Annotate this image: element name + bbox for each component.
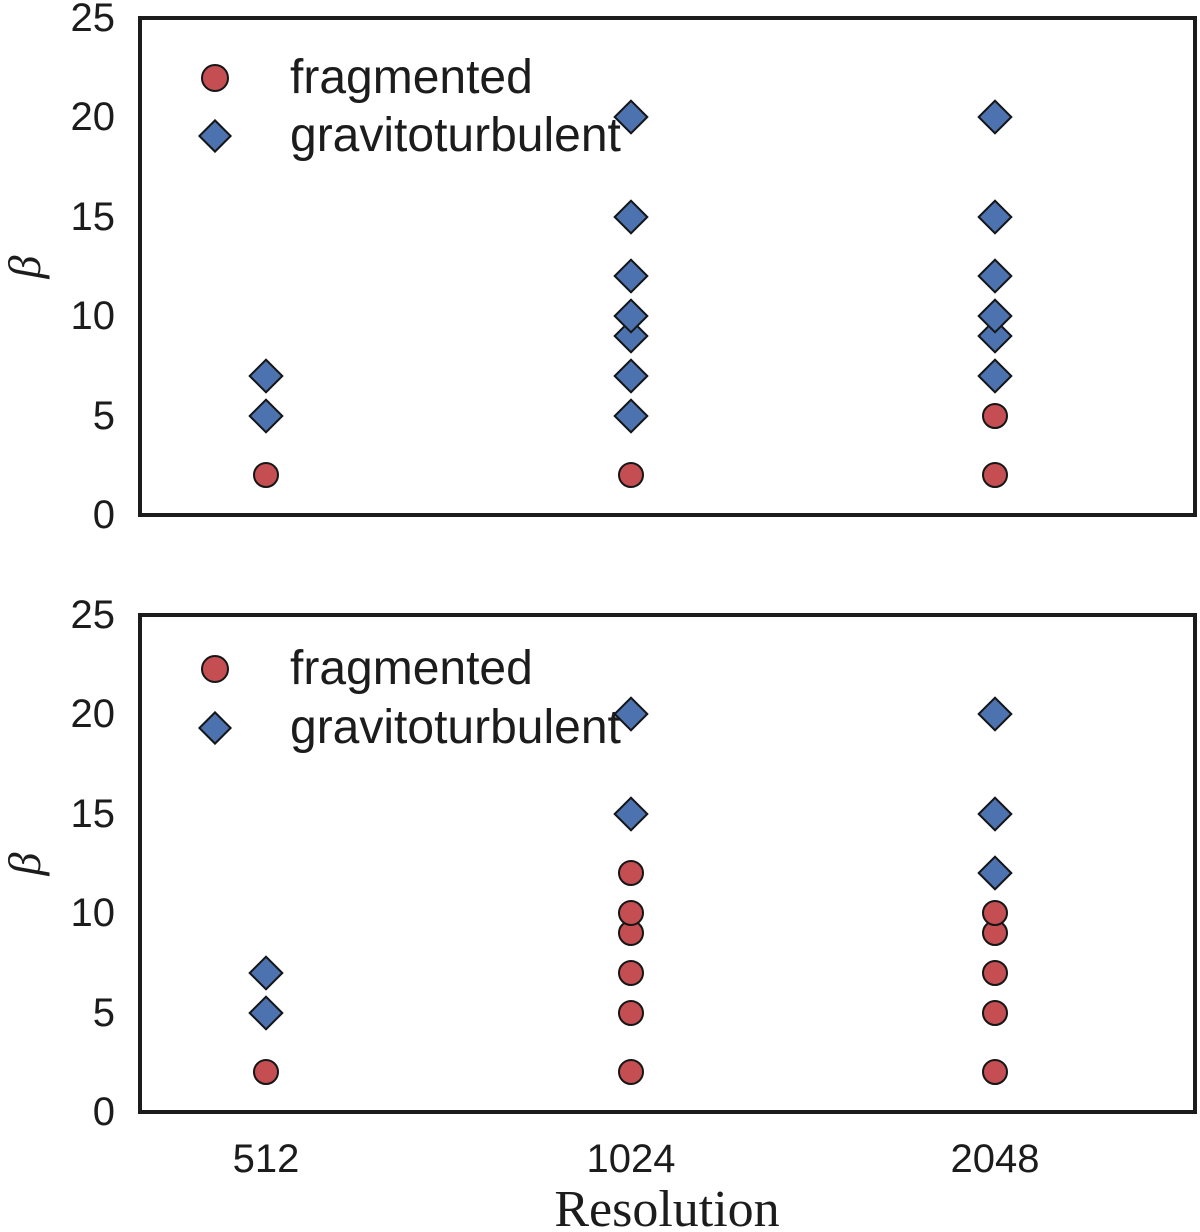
data-point-fragmented: [982, 999, 1008, 1026]
y-tick-label: 10: [70, 891, 116, 936]
plot-frame: [138, 16, 1197, 517]
legend-label: gravitoturbulent: [290, 109, 621, 162]
y-tick-label: 25: [70, 593, 116, 637]
y-tick-label: 0: [92, 493, 115, 537]
legend-label: fragmented: [290, 642, 533, 695]
data-point-fragmented: [253, 1059, 279, 1086]
data-point-fragmented: [618, 1059, 644, 1086]
data-point-fragmented: [982, 462, 1008, 489]
data-point-fragmented: [618, 959, 644, 986]
y-tick-label: 5: [92, 990, 115, 1035]
data-point-fragmented: [982, 402, 1008, 429]
plot-frame: [138, 613, 1197, 1114]
y-tick-label: 25: [70, 0, 116, 40]
data-point-fragmented: [982, 900, 1008, 927]
legend-marker-circle-icon: [201, 64, 229, 92]
data-point-fragmented: [982, 1059, 1008, 1086]
y-tick-label: 20: [70, 95, 116, 140]
y-tick-label: 20: [70, 692, 116, 737]
y-tick-label: 15: [70, 791, 116, 836]
x-axis-label: Resolution: [554, 1181, 780, 1232]
data-point-fragmented: [618, 999, 644, 1026]
y-axis-label: β: [0, 255, 50, 278]
legend-label: gravitoturbulent: [290, 701, 621, 754]
x-tick-label: 2048: [950, 1137, 1040, 1181]
x-tick-label: 512: [232, 1137, 300, 1181]
y-tick-label: 5: [92, 393, 115, 438]
data-point-fragmented: [618, 900, 644, 927]
y-tick-label: 10: [70, 294, 116, 339]
y-axis-label: β: [0, 852, 50, 875]
data-point-fragmented: [253, 462, 279, 489]
data-point-fragmented: [982, 959, 1008, 986]
y-tick-label: 15: [70, 194, 116, 239]
data-point-fragmented: [618, 860, 644, 887]
x-tick-label: 1024: [586, 1137, 676, 1181]
y-tick-label: 0: [92, 1090, 115, 1134]
legend-label: fragmented: [290, 51, 533, 104]
data-point-fragmented: [618, 462, 644, 489]
legend-marker-circle-icon: [201, 655, 229, 683]
